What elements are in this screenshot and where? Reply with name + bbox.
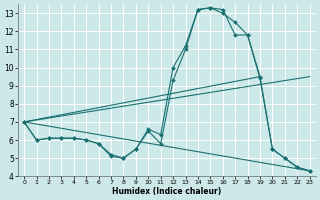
X-axis label: Humidex (Indice chaleur): Humidex (Indice chaleur) bbox=[112, 187, 221, 196]
